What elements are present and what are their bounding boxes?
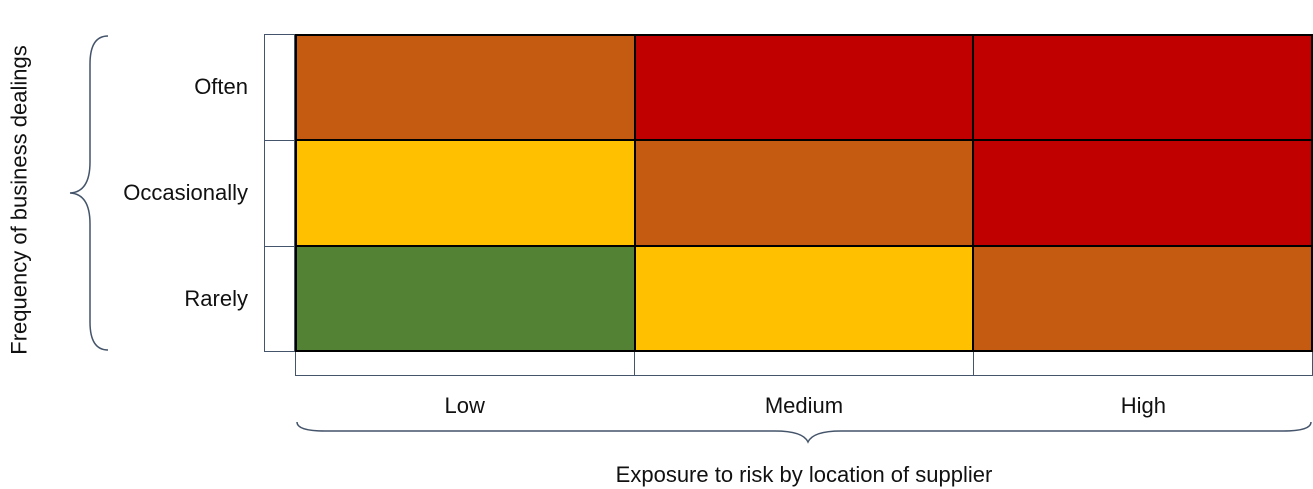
row-label-rarely: Rarely xyxy=(184,286,248,311)
matrix-cell-green xyxy=(297,246,636,352)
row-labels: Often Occasionally Rarely xyxy=(60,34,248,352)
matrix-cell-yellow xyxy=(635,246,975,352)
row-label-occasionally: Occasionally xyxy=(123,180,248,205)
row-header-cell xyxy=(265,141,294,247)
matrix-grid xyxy=(295,34,1313,352)
column-label-low: Low xyxy=(444,393,485,418)
column-header-cell xyxy=(635,352,974,375)
matrix-cell-orange xyxy=(974,246,1313,352)
column-labels: Low Medium High xyxy=(295,388,1313,424)
column-header-cell xyxy=(974,352,1312,375)
column-header-cell xyxy=(296,352,635,375)
y-axis-title-text: Frequency of business dealings xyxy=(7,45,33,355)
matrix-cell-red xyxy=(974,141,1313,247)
y-axis-title: Frequency of business dealings xyxy=(0,0,40,400)
column-label-medium: Medium xyxy=(764,393,844,418)
row-header-cell xyxy=(265,35,294,141)
matrix-cell-red xyxy=(635,36,975,142)
row-header-strip xyxy=(264,34,295,352)
column-label-high: High xyxy=(1120,393,1166,418)
bottom-brace xyxy=(296,421,1312,444)
matrix-cell-yellow xyxy=(297,141,636,247)
row-header-cell xyxy=(265,247,294,353)
x-axis-title: Exposure to risk by location of supplier xyxy=(615,462,993,487)
left-brace xyxy=(69,35,109,351)
matrix-cell-red xyxy=(974,36,1313,142)
column-header-strip xyxy=(295,352,1313,376)
row-label-often: Often xyxy=(194,74,248,99)
matrix-cell-orange xyxy=(297,36,636,142)
matrix-cell-orange xyxy=(635,141,975,247)
